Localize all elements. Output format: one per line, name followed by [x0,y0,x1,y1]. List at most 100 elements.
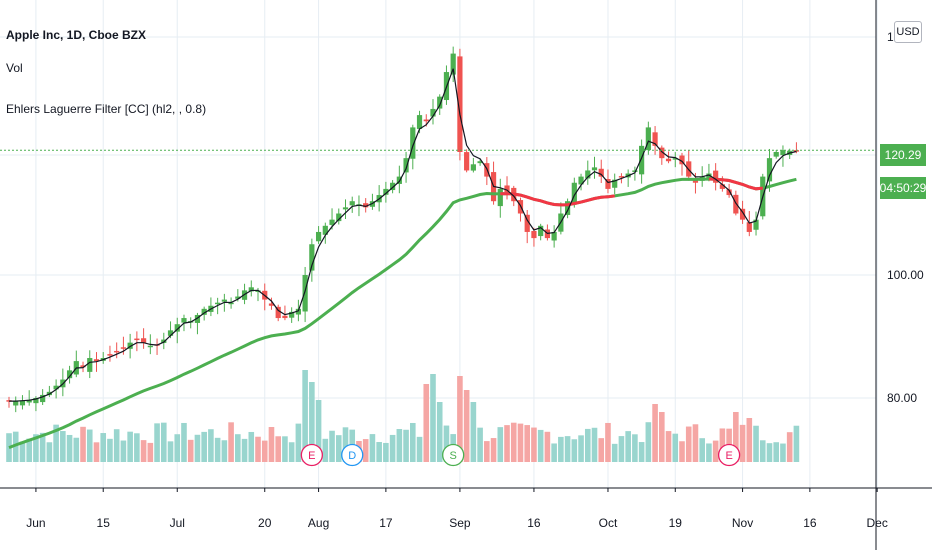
volume-bar [463,390,470,462]
candle [107,345,113,362]
candle [443,65,450,105]
candle [450,46,456,83]
candle [275,304,281,322]
candle [612,173,618,195]
volume-bar [638,442,645,462]
volume-bar [19,441,26,462]
volume-bar [430,374,436,462]
event-marker-label: S [450,450,457,462]
volume-bar [786,432,793,462]
volume-bar [73,437,80,462]
volume-bar [389,434,396,462]
event-marker-earnings[interactable]: E [717,443,741,467]
y-tick-label-partial: 1 [887,30,894,44]
volume-bar [221,440,228,462]
volume-bar [436,402,443,462]
volume-bar [342,427,349,462]
candle [66,365,73,384]
volume-bar [100,433,107,462]
indicator-legend[interactable]: Ehlers Laguerre Filter [CC] (hl2, , 0.8) [6,102,207,116]
volume-bar [410,422,416,462]
candle [605,169,611,194]
candle [13,396,19,413]
volume-bar [214,437,221,462]
volume-bar [443,425,450,462]
candle [538,223,544,241]
volume-bar [235,434,241,462]
x-tick-label: Dec [866,516,887,530]
volume-bar [26,438,32,462]
volume-bar [766,443,773,462]
volume-bar [416,436,423,462]
volume-bar [147,442,154,462]
volume-legend[interactable]: Vol [6,61,23,75]
x-tick-label: Oct [599,516,618,530]
volume-bar [329,430,335,462]
candle [659,145,665,165]
volume-bar [160,422,167,462]
volume-bar [315,400,322,462]
volume-bar [376,442,382,462]
event-marker-dividend[interactable]: D [341,443,364,467]
volume-bar [598,438,605,462]
volume-bar [490,438,497,462]
candle [672,152,678,168]
volume-bar [208,429,214,462]
x-tick-label: 15 [97,516,111,530]
candle [302,266,308,323]
bar-countdown-tag: 04:50:29 [880,177,926,199]
volume-bar [457,376,463,462]
volume-bar [780,443,786,462]
candle [349,196,355,213]
candle [793,142,800,154]
volume-bar [66,434,73,462]
event-marker-label: D [348,450,356,462]
event-marker-label: E [308,450,315,462]
volume-bar [510,422,517,462]
currency-button[interactable]: USD [894,21,922,43]
volume-bar [362,439,369,462]
event-marker-split[interactable]: S [442,443,465,467]
volume-bar [591,427,598,462]
volume-bar [80,426,86,462]
candle [632,166,638,181]
volume-bar [564,436,571,462]
volume-bar [685,426,692,462]
volume-bar [288,442,295,462]
candle [322,222,328,244]
laguerre-slow-line-red-2 [708,177,763,191]
candle [268,297,275,310]
volume-bar [268,426,275,462]
volume-bar [739,424,746,462]
volume-bar [759,440,766,462]
volume-bar [665,431,672,462]
candle [625,169,631,187]
laguerre-slow-line-red-1 [500,192,615,207]
candle [497,178,503,218]
volume-bar [712,440,719,462]
x-tick-label: Sep [449,516,471,530]
volume-bar [551,443,557,462]
symbol-legend[interactable]: Apple Inc, 1D, Cboe BZX [6,28,147,42]
candle [141,328,147,349]
volume-bar [282,436,288,462]
event-marker-earnings[interactable]: E [300,443,324,467]
x-tick-label: 17 [379,516,393,530]
last-price-tag: 120.29 [880,144,926,166]
candle [161,332,167,350]
y-tick-label: 80.00 [887,391,917,405]
volume-bar [746,418,753,462]
volume-bar [140,440,147,462]
volume-bar [120,440,127,462]
volume-bar [255,436,261,462]
candle [363,198,369,213]
volume-bar [174,434,181,462]
volume-bar [733,412,739,462]
candle [194,312,201,335]
candle [6,396,12,408]
volume-bar [423,384,430,462]
volume-bar [261,440,268,462]
candle [645,121,651,155]
